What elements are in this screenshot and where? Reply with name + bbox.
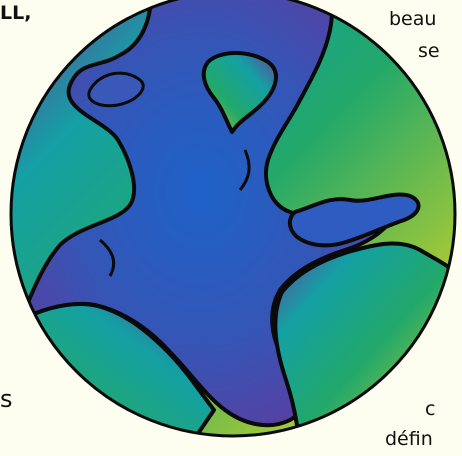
ocean-arm-right (287, 192, 421, 248)
coast-detail-2 (99, 238, 116, 277)
globe-outline (9, 0, 457, 438)
text-fragment-top-right: beau (389, 8, 437, 30)
island-top (201, 51, 278, 134)
text-fragment-top-left: LL, (0, 2, 32, 24)
text-fragment-top-right-2: se (418, 40, 440, 62)
ocean-inlet (87, 71, 145, 108)
text-fragment-bottom-left: s (0, 385, 13, 413)
text-fragment-bottom-right-2: défin (385, 428, 433, 450)
landmass-lower-right (273, 241, 455, 436)
coast-detail (238, 149, 251, 191)
text-fragment-bottom-right: c (425, 398, 436, 420)
